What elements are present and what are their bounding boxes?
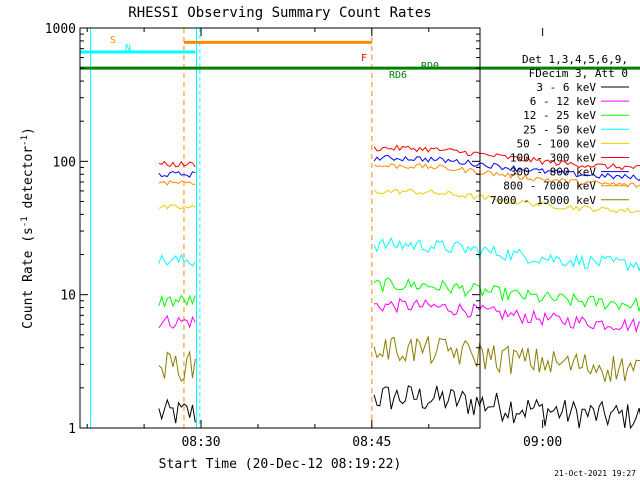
- series-trace-2-0: [158, 294, 196, 309]
- flag-label-5: RD6: [389, 70, 407, 81]
- y-tick-label-1: 10: [60, 289, 76, 304]
- series-trace-4-1: [373, 188, 640, 214]
- y-axis-label-sup1: -1: [20, 216, 30, 227]
- y-tick-label-0: 1: [68, 422, 76, 437]
- y-axis-label-mid: detector: [21, 146, 36, 217]
- series-trace-7-0: [158, 179, 196, 186]
- legend-label-5: 100 - 300 keV: [510, 152, 596, 165]
- y-axis-label: Count Rate (s-1 detector-1): [20, 127, 36, 329]
- flag-label-3: F: [361, 53, 367, 64]
- timestamp-label: 21-Oct-2021 19:27: [554, 469, 636, 478]
- y-tick-label-2: 100: [53, 155, 76, 170]
- series-trace-1-1: [374, 297, 640, 334]
- series-trace-1-0: [158, 314, 196, 329]
- legend-label-8: 7000 - 15000 keV: [490, 194, 596, 207]
- y-tick-label-3: 1000: [45, 22, 76, 37]
- series-trace-3-0: [158, 253, 196, 267]
- y-axis-label-end: ): [21, 127, 36, 135]
- legend-label-4: 50 - 100 keV: [517, 137, 597, 150]
- series-trace-3-1: [373, 236, 640, 272]
- legend-label-2: 12 - 25 keV: [523, 109, 596, 122]
- series-trace-4-0: [158, 204, 196, 210]
- series-trace-8-1: [373, 336, 640, 382]
- x-tick-label-0: 08:30: [181, 435, 220, 450]
- series-trace-7-1: [373, 163, 640, 188]
- legend: Det 1,3,4,5,6,9,FDecim 3, Att 03 - 6 keV…: [490, 53, 629, 207]
- flag-label-1: N: [125, 43, 131, 54]
- legend-header-0: Det 1,3,4,5,6,9,: [522, 53, 628, 66]
- legend-header-1: FDecim 3, Att 0: [529, 67, 628, 80]
- flag-label-0: S: [110, 35, 116, 46]
- series-trace-2-1: [373, 277, 640, 313]
- data-layer: [90, 28, 640, 430]
- flag-layer: SN F RD0 RD6: [80, 35, 640, 81]
- legend-label-0: 3 - 6 keV: [536, 81, 596, 94]
- series-trace-5-1: [373, 144, 640, 171]
- plot-frame: [79, 27, 481, 429]
- series-trace-8-0: [158, 349, 196, 382]
- x-axis-label: Start Time (20-Dec-12 08:19:22): [159, 457, 402, 472]
- series-trace-6-1: [373, 154, 640, 182]
- legend-label-3: 25 - 50 keV: [523, 123, 596, 136]
- flag-label-4: RD0: [421, 61, 439, 72]
- x-tick-label-1: 08:45: [352, 435, 391, 450]
- series-trace-0-0: [158, 398, 196, 424]
- legend-label-1: 6 - 12 keV: [530, 95, 597, 108]
- legend-label-7: 800 - 7000 keV: [503, 180, 596, 193]
- series-trace-6-0: [158, 171, 196, 178]
- y-axis-label-main: Count Rate (s: [21, 227, 36, 329]
- x-tick-label-2: 09:00: [523, 435, 562, 450]
- chart-title: RHESSI Observing Summary Count Rates: [128, 5, 431, 21]
- y-axis-label-sup2: -1: [20, 135, 30, 146]
- legend-label-6: 300 - 800 keV: [510, 166, 596, 179]
- series-trace-0-1: [373, 385, 640, 430]
- series-trace-5-0: [158, 160, 196, 168]
